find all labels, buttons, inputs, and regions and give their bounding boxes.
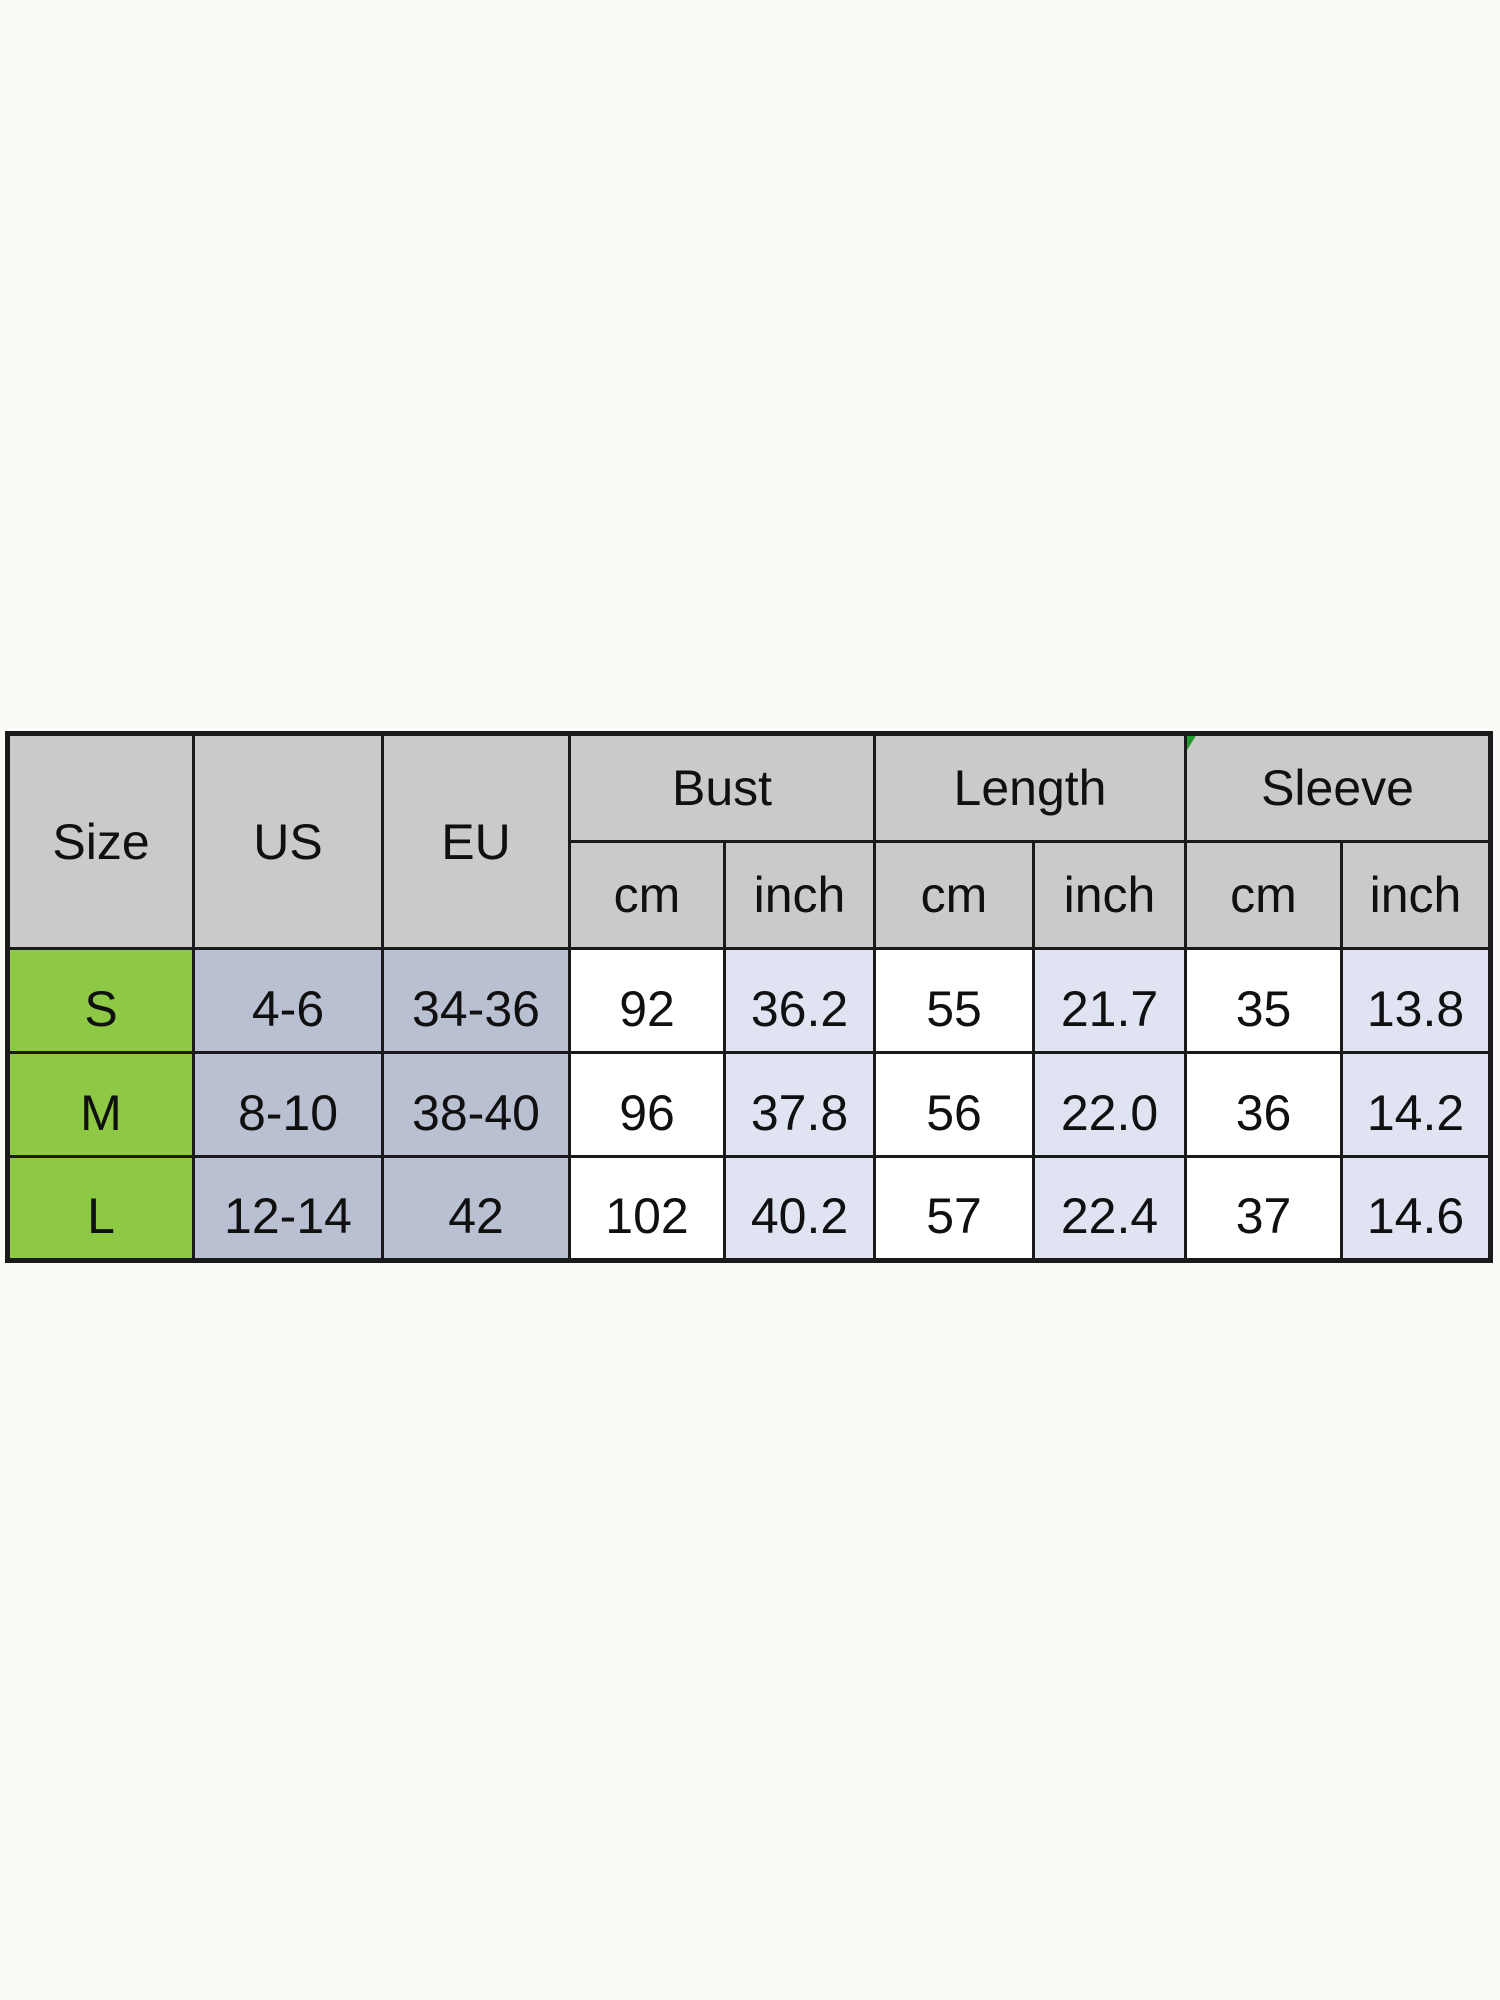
cell-length-cm: 57 bbox=[873, 1155, 1035, 1262]
unit-bust-cm: cm bbox=[568, 840, 726, 950]
unit-length-cm: cm bbox=[873, 840, 1035, 950]
header-group-bust: Bust bbox=[568, 732, 876, 843]
table-row-s: S 4-6 34-36 92 36.2 55 21.7 35 13.8 bbox=[6, 947, 1493, 1054]
cell-bust-inch: 37.8 bbox=[723, 1051, 876, 1158]
cell-eu: 34-36 bbox=[381, 947, 571, 1054]
table-row-l: L 12-14 42 102 40.2 57 22.4 37 14.6 bbox=[6, 1155, 1493, 1262]
cell-length-inch: 22.0 bbox=[1032, 1051, 1187, 1158]
header-group-sleeve: Sleeve bbox=[1183, 732, 1493, 843]
cell-sleeve-inch: 14.2 bbox=[1339, 1051, 1493, 1158]
unit-length-inch: inch bbox=[1032, 840, 1187, 950]
cell-length-inch: 22.4 bbox=[1032, 1155, 1187, 1262]
cell-bust-inch: 40.2 bbox=[723, 1155, 876, 1262]
cell-size: M bbox=[6, 1051, 195, 1158]
size-chart-table: Size US EU Bust Length Sleeve cm inch cm… bbox=[5, 731, 1494, 1263]
cell-length-cm: 56 bbox=[873, 1051, 1035, 1158]
cell-us: 12-14 bbox=[192, 1155, 384, 1262]
cell-bust-cm: 92 bbox=[568, 947, 726, 1054]
cell-bust-cm: 96 bbox=[568, 1051, 726, 1158]
table-row-m: M 8-10 38-40 96 37.8 56 22.0 36 14.2 bbox=[6, 1051, 1493, 1158]
unit-bust-inch: inch bbox=[723, 840, 876, 950]
cell-us: 8-10 bbox=[192, 1051, 384, 1158]
unit-sleeve-cm: cm bbox=[1184, 840, 1343, 950]
header-group-row: Size US EU Bust Length Sleeve bbox=[6, 732, 1493, 950]
corner-marker-icon bbox=[1188, 736, 1197, 756]
cell-us: 4-6 bbox=[192, 947, 384, 1054]
header-size: Size bbox=[6, 732, 195, 950]
cell-sleeve-cm: 37 bbox=[1184, 1155, 1343, 1262]
cell-sleeve-cm: 36 bbox=[1184, 1051, 1343, 1158]
cell-size: S bbox=[6, 947, 195, 1054]
header-us: US bbox=[192, 732, 384, 950]
cell-sleeve-inch: 14.6 bbox=[1339, 1155, 1493, 1262]
cell-sleeve-inch: 13.8 bbox=[1339, 947, 1493, 1054]
cell-sleeve-cm: 35 bbox=[1184, 947, 1343, 1054]
unit-sleeve-inch: inch bbox=[1339, 840, 1493, 950]
cell-bust-inch: 36.2 bbox=[723, 947, 876, 1054]
header-group-sleeve-label: Sleeve bbox=[1261, 760, 1414, 816]
cell-eu: 38-40 bbox=[381, 1051, 571, 1158]
header-eu: EU bbox=[381, 732, 571, 950]
header-group-length: Length bbox=[873, 732, 1187, 843]
cell-length-inch: 21.7 bbox=[1032, 947, 1187, 1054]
cell-size: L bbox=[6, 1155, 195, 1262]
cell-bust-cm: 102 bbox=[568, 1155, 726, 1262]
header-units-row: cm inch cm inch cm inch bbox=[8, 840, 1493, 950]
cell-length-cm: 55 bbox=[873, 947, 1035, 1054]
cell-eu: 42 bbox=[381, 1155, 571, 1262]
